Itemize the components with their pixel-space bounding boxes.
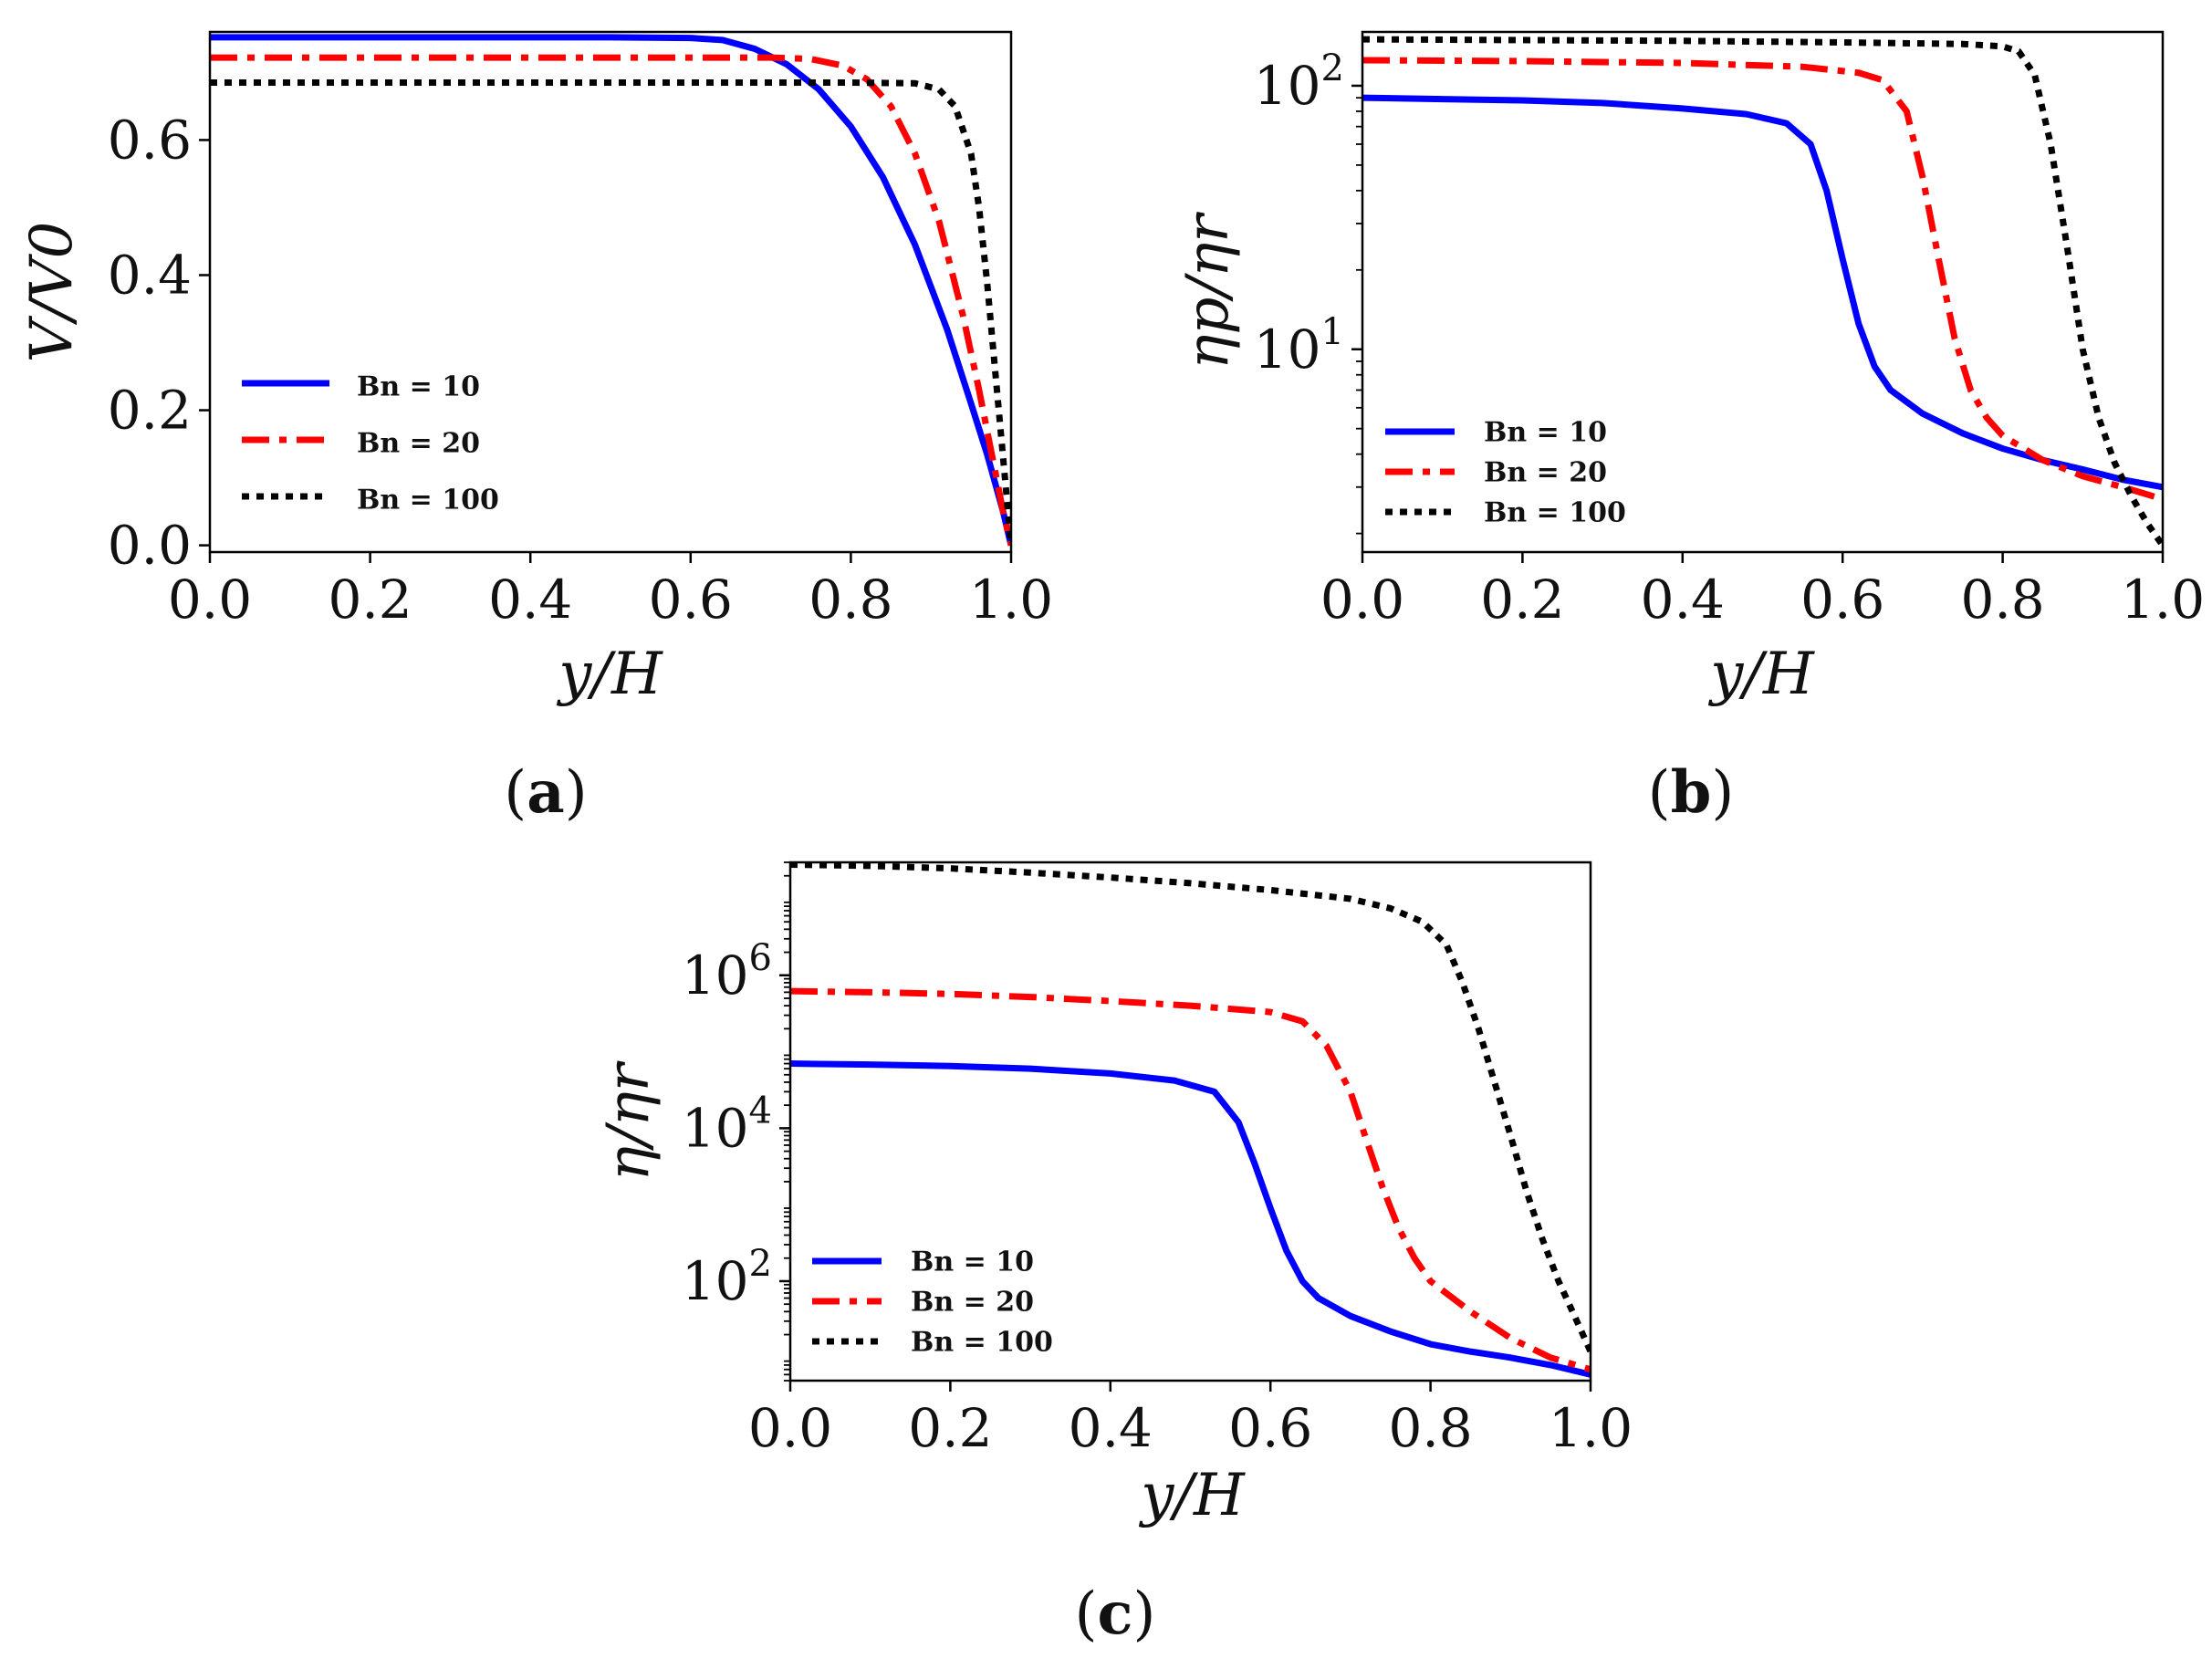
- panel-b-xtick-label-2: 0.4: [1641, 569, 1725, 631]
- panel-b-ytick-label-0: 101: [1254, 311, 1344, 381]
- panel-a-legend-label-1: Bn = 10: [357, 371, 480, 403]
- panel-a-xtick-label-1: 0.2: [328, 569, 412, 631]
- panel-c-ytick-label-0: 102: [682, 1243, 772, 1312]
- panel-c-series-1-line: [790, 1060, 1591, 1378]
- panel-c-label: (c): [1075, 1580, 1156, 1648]
- panel-a-ytick-label-1: 0.2: [108, 380, 192, 442]
- panel-c-ytick-label-2: 106: [682, 937, 772, 1007]
- panel-b-legend-label-2: Bn = 20: [1484, 456, 1607, 488]
- panel-b-legend-label-1: Bn = 10: [1484, 416, 1607, 448]
- panel-c-legend-label-3: Bn = 100: [911, 1326, 1053, 1358]
- panel-c-plot-frame: [788, 861, 1592, 1382]
- panel-b: 0.0 0.2 0.4 0.6 0.8 1.0 101 102 y/H ηp/ηr Bn = …: [1174, 30, 2205, 827]
- panel-b-series-2-line: [1362, 57, 2163, 503]
- panel-a-label: (a): [504, 758, 587, 827]
- panel-a-xtick-label-3: 0.6: [649, 569, 733, 631]
- panel-b-plot-frame: [1361, 30, 2165, 554]
- panel-b-xtick-label-1: 0.2: [1480, 569, 1564, 631]
- panel-a-xlabel: y/H: [556, 641, 663, 708]
- panel-a-xtick-label-5: 1.0: [969, 569, 1053, 631]
- panel-a-ytick-label-2: 0.4: [108, 244, 192, 306]
- panel-c-xtick-label-4: 0.8: [1388, 1397, 1472, 1459]
- panel-a-ylabel: V/V0: [18, 222, 86, 363]
- panel-c-legend-label-1: Bn = 10: [911, 1246, 1034, 1278]
- panel-c: 0.0 0.2 0.4 0.6 0.8 1.0 102 104 106 y/H η/ηr Bn …: [595, 861, 1633, 1648]
- panel-c-legend-label-2: Bn = 20: [911, 1286, 1034, 1318]
- panel-a-xtick-label-4: 0.8: [809, 569, 892, 631]
- panel-b-legend: Bn = 10 Bn = 20 Bn = 100: [1385, 416, 1626, 528]
- panel-b-label: (b): [1648, 758, 1735, 827]
- panel-a-lines: [210, 34, 1011, 547]
- panel-a-series-2-line: [210, 54, 1011, 547]
- panel-b-xtick-label-4: 0.8: [1960, 569, 2044, 631]
- panel-b-xlabel: y/H: [1707, 641, 1815, 708]
- panel-c-series-2-line: [790, 987, 1591, 1373]
- panel-a-ticks: 0.0 0.2 0.4 0.6 0.8 1.0 0.0 0.2 0.4 0.6: [108, 109, 1053, 631]
- panel-b-series-3-line: [1362, 36, 2163, 548]
- panel-b-xtick-label-5: 1.0: [2121, 569, 2205, 631]
- panel-a-legend-label-3: Bn = 100: [357, 485, 499, 516]
- panel-c-ytick-label-1: 104: [682, 1090, 772, 1159]
- panel-c-lines: [790, 862, 1591, 1378]
- panel-b-xtick-label-3: 0.6: [1800, 569, 1884, 631]
- panel-c-ylabel: η/ηr: [595, 1060, 663, 1181]
- panel-c-xtick-label-1: 0.2: [908, 1397, 992, 1459]
- panel-c-ticks: 0.0 0.2 0.4 0.6 0.8 1.0 102 104 106: [682, 861, 1633, 1459]
- panel-a-ytick-label-0: 0.0: [108, 515, 192, 577]
- panel-c-series-3-line: [790, 862, 1591, 1353]
- panel-a-xtick-label-2: 0.4: [488, 569, 572, 631]
- panel-a-legend: Bn = 10 Bn = 20 Bn = 100: [242, 371, 499, 516]
- panel-c-xlabel: y/H: [1138, 1462, 1246, 1529]
- panel-b-ticks: 0.0 0.2 0.4 0.6 0.8 1.0 101 102: [1254, 47, 2205, 631]
- panel-b-ylabel: ηp/ηr: [1174, 212, 1242, 370]
- panel-c-legend: Bn = 10 Bn = 20 Bn = 100: [812, 1246, 1053, 1358]
- panel-a-plot-frame: [208, 30, 1013, 554]
- panel-a-legend-label-2: Bn = 20: [357, 428, 480, 460]
- panel-b-legend-label-3: Bn = 100: [1484, 496, 1626, 528]
- panel-a-series-1-line: [210, 34, 1011, 547]
- panel-a-xtick-label-0: 0.0: [168, 569, 252, 631]
- panel-c-xtick-label-0: 0.0: [748, 1397, 832, 1459]
- panel-c-xtick-label-3: 0.6: [1228, 1397, 1312, 1459]
- panel-a-ytick-label-3: 0.6: [108, 109, 192, 171]
- panel-a: 0.0 0.2 0.4 0.6 0.8 1.00.00.20.40.6 y/H V/V0 …: [18, 30, 1053, 827]
- panel-b-lines: [1362, 36, 2163, 548]
- panel-c-xtick-label-2: 0.4: [1069, 1397, 1153, 1459]
- panel-c-xtick-label-5: 1.0: [1549, 1397, 1633, 1459]
- panel-b-ytick-label-1: 102: [1254, 47, 1344, 117]
- panel-b-xtick-label-0: 0.0: [1320, 569, 1404, 631]
